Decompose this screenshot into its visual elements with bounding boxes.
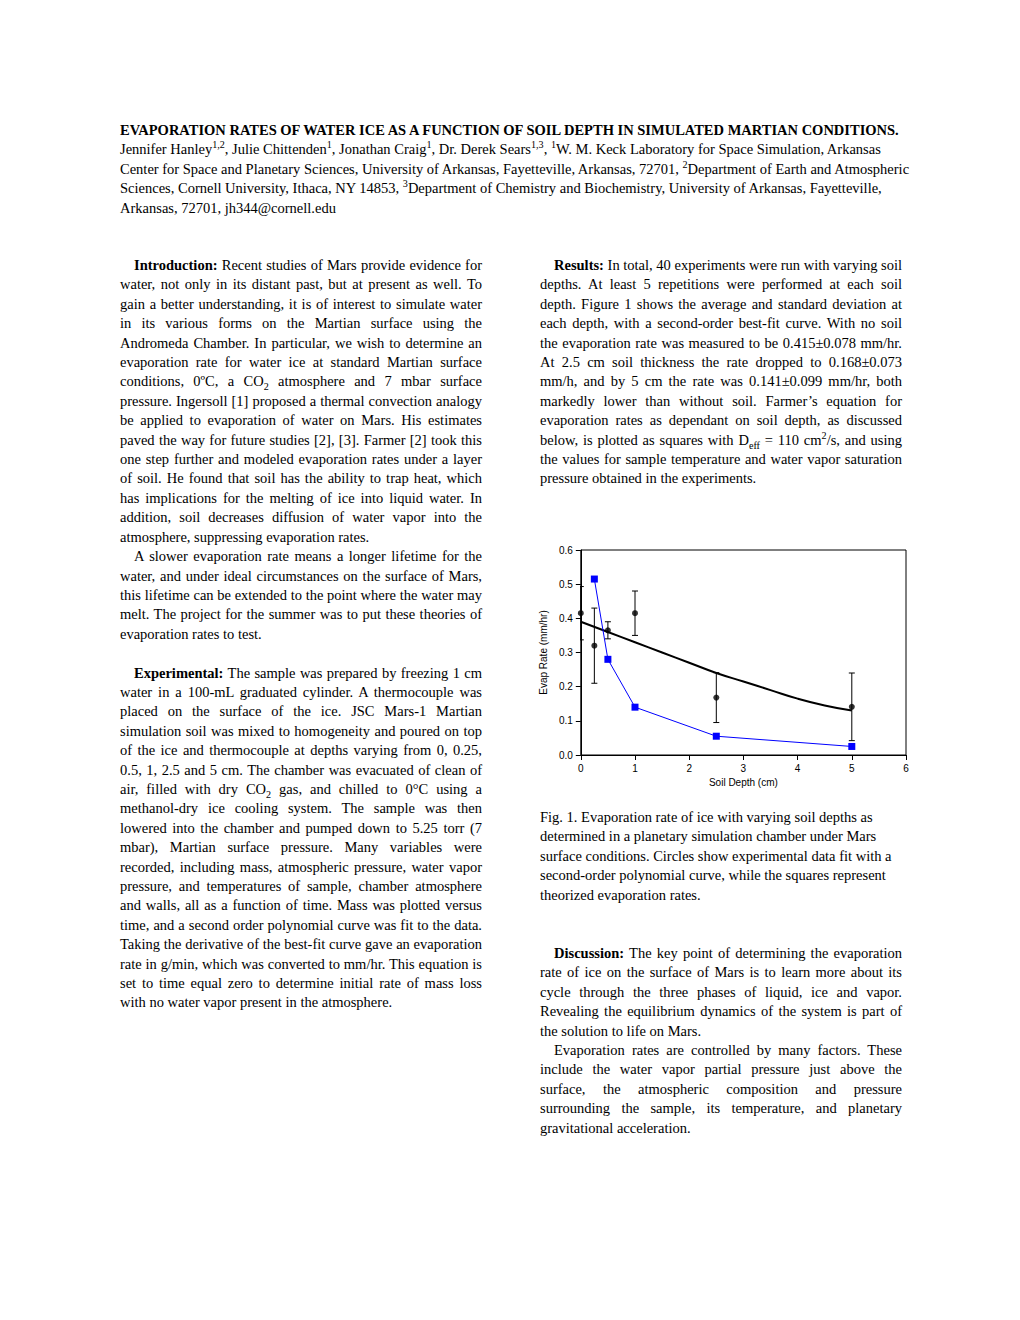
svg-text:Evap Rate (mm/hr): Evap Rate (mm/hr) [538,610,549,694]
html-text:Fig. 1. Evaporation rate of ic: Fig. 1. Evaporation rate of ice with var… [540,809,892,903]
svg-text:0.2: 0.2 [559,681,573,692]
html-text:EVAPORATION RATES OF WATER ICE: EVAPORATION RATES OF WATER ICE AS A FUNC… [120,122,899,138]
svg-text:0.6: 0.6 [559,545,573,556]
svg-text:3: 3 [741,763,747,774]
svg-text:0.3: 0.3 [559,647,573,658]
svg-text:0.1: 0.1 [559,715,573,726]
html-text:A slower evaporation rate mean: A slower evaporation rate means a longer… [120,548,482,642]
html-text:Evaporation rates are controll: Evaporation rates are controlled by many… [540,1042,902,1136]
html-text:Results: In total, 40 experime: Results: In total, 40 experiments were r… [540,257,902,487]
svg-text:0.5: 0.5 [559,579,573,590]
html-text:Experimental: The sample was p: Experimental: The sample was prepared by… [120,664,482,1011]
svg-text:0.4: 0.4 [559,613,573,624]
svg-text:4: 4 [795,763,801,774]
svg-text:6: 6 [903,763,909,774]
svg-text:Soil Depth (cm): Soil Depth (cm) [709,777,778,788]
html-text:Introduction: Recent studies o: Introduction: Recent studies of Mars pro… [120,257,482,545]
svg-text:0: 0 [578,763,584,774]
svg-text:1: 1 [632,763,638,774]
html-text:Discussion: The key point of d: Discussion: The key point of determining… [540,945,902,1039]
html-text:Jennifer Hanley1,2, Julie Chit: Jennifer Hanley1,2, Julie Chittenden1, J… [120,139,910,216]
svg-text:2: 2 [686,763,692,774]
svg-text:0.0: 0.0 [559,750,573,761]
svg-text:5: 5 [849,763,855,774]
